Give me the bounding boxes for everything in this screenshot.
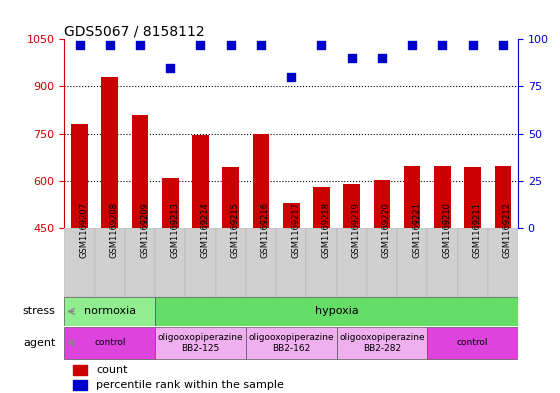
- Text: GSM1169211: GSM1169211: [473, 202, 482, 258]
- Bar: [222, 167, 239, 228]
- Bar: [73, 365, 87, 375]
- Bar: [125, 228, 155, 297]
- Text: GSM1169208: GSM1169208: [110, 202, 119, 258]
- Bar: [253, 134, 269, 228]
- Bar: [216, 228, 246, 297]
- Point: [377, 55, 386, 61]
- Text: GSM1169214: GSM1169214: [200, 202, 209, 258]
- Text: GSM1169218: GSM1169218: [321, 202, 330, 258]
- Text: GSM1169215: GSM1169215: [231, 202, 240, 258]
- Point: [166, 64, 175, 71]
- Bar: [155, 297, 518, 325]
- Bar: [276, 228, 306, 297]
- Bar: [337, 228, 367, 297]
- Bar: [313, 187, 330, 228]
- Bar: [464, 167, 481, 228]
- Text: GDS5067 / 8158112: GDS5067 / 8158112: [64, 24, 205, 38]
- Text: GSM1169213: GSM1169213: [170, 202, 179, 258]
- Bar: [246, 228, 276, 297]
- Point: [317, 42, 326, 48]
- Point: [468, 42, 477, 48]
- Bar: [95, 228, 125, 297]
- Bar: [246, 327, 337, 359]
- Text: GSM1169212: GSM1169212: [503, 202, 512, 258]
- Bar: [101, 77, 118, 228]
- Text: GSM1169207: GSM1169207: [80, 202, 88, 258]
- Text: GSM1169220: GSM1169220: [382, 202, 391, 258]
- Text: percentile rank within the sample: percentile rank within the sample: [96, 380, 284, 389]
- Point: [438, 42, 447, 48]
- Text: count: count: [96, 365, 128, 375]
- Text: normoxia: normoxia: [83, 307, 136, 316]
- Bar: [458, 228, 488, 297]
- Point: [226, 42, 235, 48]
- Text: GSM1169216: GSM1169216: [261, 202, 270, 258]
- Text: stress: stress: [22, 307, 55, 316]
- Text: agent: agent: [23, 338, 55, 348]
- Point: [408, 42, 417, 48]
- Text: GSM1169210: GSM1169210: [442, 202, 451, 258]
- Text: hypoxia: hypoxia: [315, 307, 358, 316]
- Text: GSM1169209: GSM1169209: [140, 202, 149, 258]
- Point: [256, 42, 265, 48]
- Bar: [71, 124, 88, 228]
- Text: oligooxopiperazine
BB2-125: oligooxopiperazine BB2-125: [158, 333, 243, 353]
- Bar: [434, 166, 451, 228]
- Bar: [162, 178, 179, 228]
- Bar: [488, 228, 518, 297]
- Bar: [397, 228, 427, 297]
- Bar: [155, 327, 246, 359]
- Bar: [64, 297, 155, 325]
- Bar: [427, 327, 518, 359]
- Bar: [192, 135, 209, 228]
- Point: [136, 42, 144, 48]
- Bar: [427, 228, 458, 297]
- Text: GSM1169221: GSM1169221: [412, 202, 421, 258]
- Bar: [367, 228, 397, 297]
- Point: [105, 42, 114, 48]
- Bar: [404, 166, 421, 228]
- Text: GSM1169217: GSM1169217: [291, 202, 300, 258]
- Point: [75, 42, 84, 48]
- Text: control: control: [94, 338, 125, 347]
- Bar: [337, 327, 427, 359]
- Bar: [73, 380, 87, 390]
- Point: [498, 42, 507, 48]
- Text: GSM1169219: GSM1169219: [352, 202, 361, 258]
- Bar: [64, 327, 155, 359]
- Text: oligooxopiperazine
BB2-282: oligooxopiperazine BB2-282: [339, 333, 424, 353]
- Text: oligooxopiperazine
BB2-162: oligooxopiperazine BB2-162: [249, 333, 334, 353]
- Text: control: control: [457, 338, 488, 347]
- Bar: [306, 228, 337, 297]
- Point: [287, 74, 296, 80]
- Bar: [185, 228, 216, 297]
- Bar: [64, 228, 95, 297]
- Bar: [283, 203, 300, 228]
- Point: [347, 55, 356, 61]
- Bar: [374, 180, 390, 228]
- Bar: [343, 184, 360, 228]
- Bar: [132, 115, 148, 228]
- Bar: [494, 166, 511, 228]
- Point: [196, 42, 205, 48]
- Bar: [155, 228, 185, 297]
